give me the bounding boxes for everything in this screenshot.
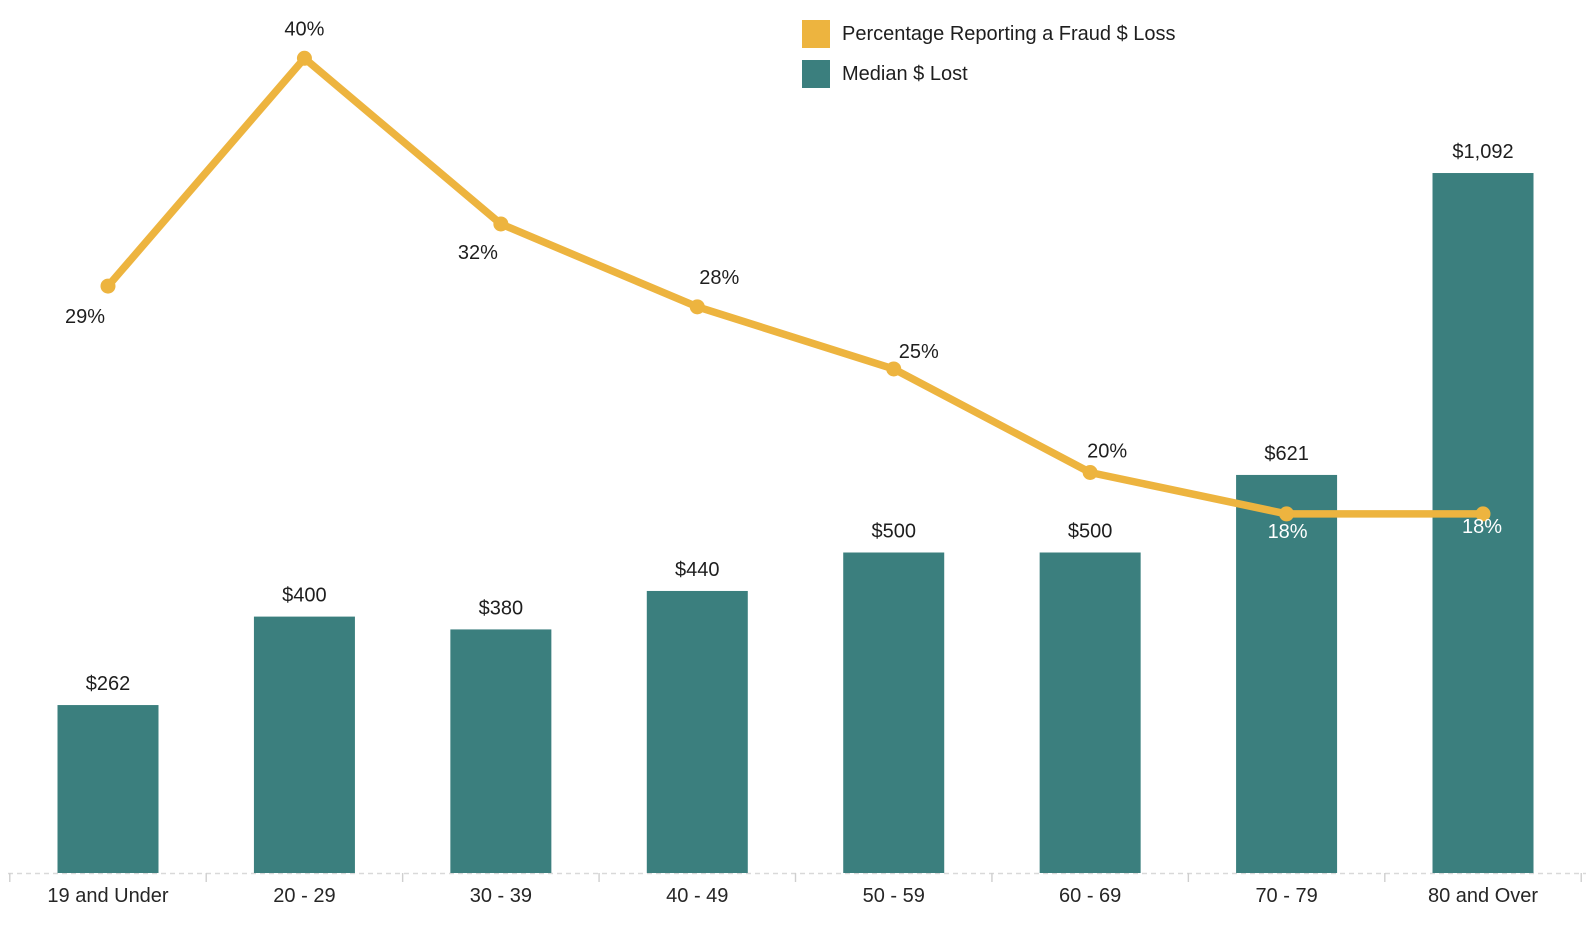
line-point-marker: [100, 278, 116, 294]
line-point-marker: [1279, 506, 1295, 522]
line-value-label: 18%: [1462, 516, 1502, 538]
bar-median-lost: [1432, 173, 1534, 873]
x-axis-label: 30 - 39: [470, 885, 532, 907]
x-axis-label: 20 - 29: [273, 885, 335, 907]
line-point-marker: [1082, 465, 1098, 480]
bar-median-lost: [57, 705, 159, 873]
line-value-label: 25%: [899, 341, 939, 363]
line-point-marker: [886, 361, 902, 377]
line-value-label: 20%: [1087, 441, 1127, 463]
line-value-label: 28%: [699, 267, 739, 289]
x-axis-label: 50 - 59: [863, 885, 925, 907]
bar-value-labels: $262 $400 $380 $440 $500 $500 $621 $1,092: [86, 141, 1514, 695]
bar-value-label: $380: [479, 597, 524, 619]
x-axis-label: 40 - 49: [666, 885, 728, 907]
legend-item-median: Median $ Lost: [802, 60, 1176, 88]
line-value-label: 40%: [284, 18, 324, 40]
legend-swatch-median-icon: [802, 60, 830, 88]
bar-value-label: $262: [86, 673, 131, 695]
chart-legend: Percentage Reporting a Fraud $ Loss Medi…: [802, 20, 1176, 88]
bar-median-lost: [253, 616, 355, 873]
line-point-marker: [689, 299, 705, 315]
bar-median-lost: [646, 590, 748, 873]
x-axis-label: 80 and Over: [1428, 885, 1538, 907]
bar-value-label: $400: [282, 585, 327, 607]
line-value-label: 29%: [65, 306, 105, 328]
bar-value-label: $1,092: [1452, 141, 1513, 163]
bar-value-label: $500: [1068, 521, 1113, 543]
line-point-marker: [1475, 506, 1491, 522]
line-point-marker: [493, 216, 509, 232]
x-axis-label: 70 - 79: [1255, 885, 1317, 907]
legend-swatch-percentage-icon: [802, 20, 830, 48]
bar-value-label: $440: [675, 559, 720, 581]
bar-median-lost: [450, 629, 552, 873]
line-value-label: 32%: [458, 242, 498, 264]
bar-value-label: $621: [1264, 443, 1309, 465]
bar-series-median-lost: [57, 173, 1534, 873]
x-axis-labels: 19 and Under 20 - 29 30 - 39 40 - 49 50 - 59…: [47, 885, 1538, 907]
line-point-marker: [296, 50, 312, 66]
legend-label-percentage: Percentage Reporting a Fraud $ Loss: [842, 22, 1176, 45]
bar-value-label: $500: [871, 521, 916, 543]
line-value-labels: 29% 40% 32% 28% 25% 20% 18% 18%: [65, 18, 1502, 543]
x-axis-label: 60 - 69: [1059, 885, 1121, 907]
bar-median-lost: [843, 552, 945, 873]
percentage-line: [104, 54, 1487, 518]
x-axis-label: 19 and Under: [47, 885, 169, 907]
bar-median-lost: [1236, 474, 1338, 873]
line-value-label: 18%: [1268, 521, 1308, 543]
line-points: [100, 50, 1491, 522]
legend-item-percentage: Percentage Reporting a Fraud $ Loss: [802, 20, 1176, 48]
legend-label-median: Median $ Lost: [842, 62, 968, 85]
bar-median-lost: [1039, 552, 1141, 873]
